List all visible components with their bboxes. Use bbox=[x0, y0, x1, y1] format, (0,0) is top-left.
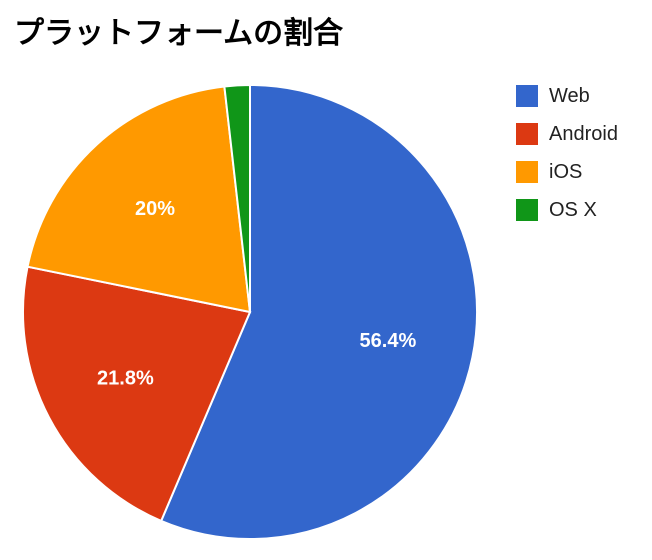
legend-label-android: Android bbox=[549, 122, 618, 145]
slice-label-ios: 20% bbox=[135, 198, 175, 220]
pie-slice-ios[interactable] bbox=[26, 85, 252, 314]
pie-slices bbox=[22, 83, 478, 540]
legend-label-osx: OS X bbox=[549, 198, 597, 221]
legend-item-web[interactable]: Web bbox=[516, 84, 618, 108]
pie-slice-labels: 56.4% 21.8% 20% bbox=[97, 198, 416, 389]
legend-item-android[interactable]: Android bbox=[516, 122, 618, 146]
pie-slice-web[interactable] bbox=[159, 83, 478, 540]
chart-legend: Web Android iOS OS X bbox=[516, 84, 618, 236]
legend-item-ios[interactable]: iOS bbox=[516, 160, 618, 184]
chart-title: プラットフォームの割合 bbox=[14, 16, 344, 51]
legend-swatch-osx bbox=[516, 199, 538, 221]
legend-swatch-android bbox=[516, 123, 538, 145]
legend-swatch-web bbox=[516, 85, 538, 107]
legend-label-ios: iOS bbox=[549, 160, 583, 183]
legend-swatch-ios bbox=[516, 161, 538, 183]
slice-label-android: 21.8% bbox=[97, 368, 154, 390]
legend-item-osx[interactable]: OS X bbox=[516, 198, 618, 222]
pie-slice-osx[interactable] bbox=[223, 83, 251, 313]
pie-slice-android[interactable] bbox=[22, 265, 252, 523]
legend-label-web: Web bbox=[549, 84, 590, 107]
slice-label-web: 56.4% bbox=[360, 330, 417, 352]
